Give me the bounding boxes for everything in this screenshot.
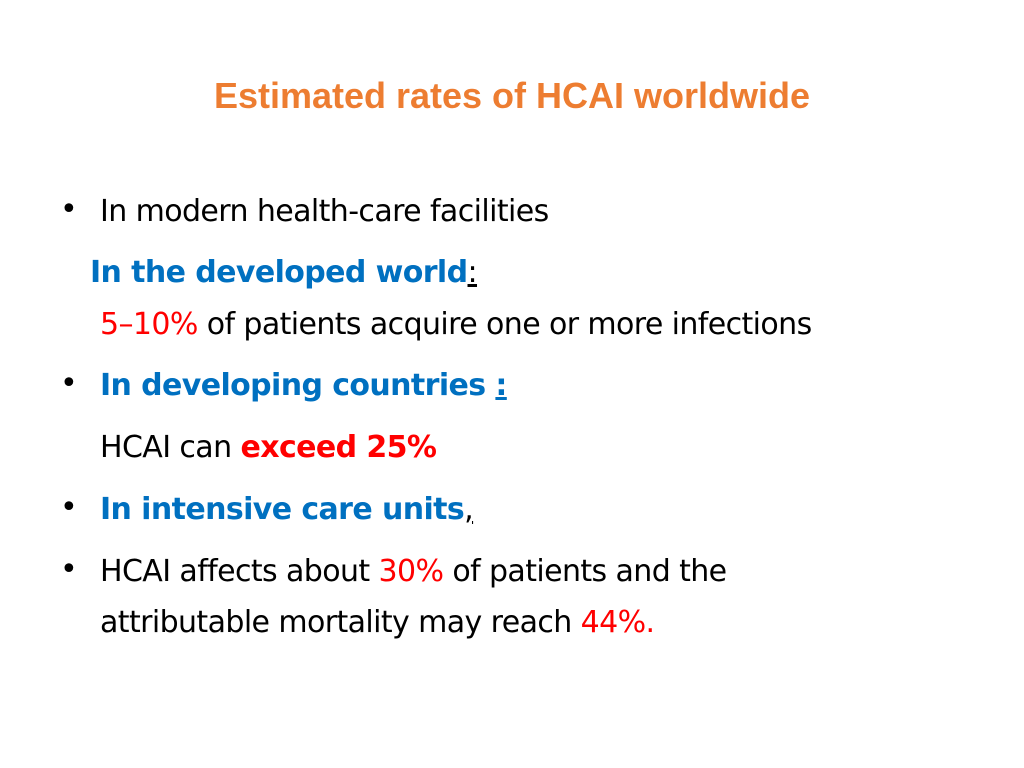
developed-world-rate-line: 5–10% of patients acquire one or more in… — [100, 305, 812, 345]
intensive-care-comma: , — [464, 492, 474, 527]
developing-countries-rate: exceed 25% — [240, 430, 437, 465]
developing-countries-label: In developing countries — [100, 368, 496, 403]
hcai-affects-mid: of patients and the — [443, 554, 727, 589]
mortality-rate: 44%. — [580, 605, 655, 640]
developing-countries-colon: : — [495, 368, 507, 403]
bullet-intensive-care: In intensive care units, — [100, 490, 474, 530]
bullet-marker: • — [60, 552, 78, 587]
bullet-hcai-affects: HCAI affects about 30% of patients and t… — [100, 552, 727, 592]
bullet-marker: • — [60, 366, 78, 401]
bullet-modern-facilities: In modern health-care facilities — [100, 192, 549, 232]
intensive-care-label: In intensive care units — [100, 492, 465, 527]
hcai-affects-rate: 30% — [378, 554, 444, 589]
developing-countries-rate-prefix: HCAI can — [100, 430, 241, 465]
developed-world-rate: 5–10% — [100, 307, 198, 342]
mortality-prefix: attributable mortality may reach — [100, 605, 581, 640]
developed-world-rate-text: of patients acquire one or more infectio… — [197, 307, 813, 342]
mortality-line: attributable mortality may reach 44%. — [100, 603, 655, 643]
developed-world-label: In the developed world — [90, 255, 468, 290]
bullet-text: In modern health-care facilities — [100, 194, 549, 229]
slide-title: Estimated rates of HCAI worldwide — [213, 75, 811, 116]
hcai-affects-prefix: HCAI affects about — [100, 554, 379, 589]
developing-countries-rate-line: HCAI can exceed 25% — [100, 428, 437, 468]
bullet-developing-countries: In developing countries : — [100, 366, 507, 406]
bullet-marker: • — [60, 490, 78, 525]
developed-world-heading: In the developed world: — [90, 253, 478, 293]
developed-world-colon: : — [467, 255, 478, 290]
bullet-marker: • — [60, 192, 78, 227]
